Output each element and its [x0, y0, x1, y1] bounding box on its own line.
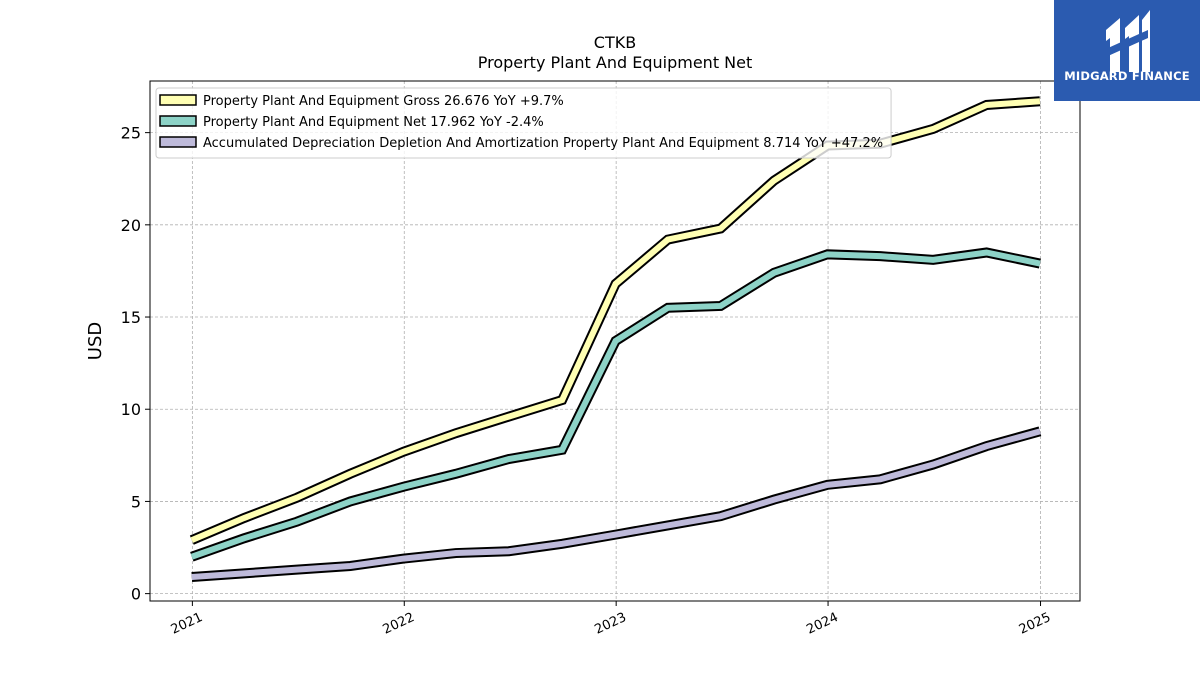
- legend: Property Plant And Equipment Gross 26.67…: [155, 87, 892, 159]
- chart-title: CTKB: [594, 33, 636, 52]
- legend-entry-label: Accumulated Depreciation Depletion And A…: [203, 136, 883, 151]
- legend-swatch: [159, 94, 197, 106]
- y-axis: 0 5 10 15 20 25: [121, 124, 150, 604]
- y-tick-label: 0: [131, 585, 141, 604]
- brand-logo: MIDGARD FINANCE: [1054, 0, 1200, 101]
- x-tick-label: 2021: [169, 610, 205, 638]
- y-tick-label: 15: [121, 308, 141, 327]
- y-axis-label: USD: [85, 322, 106, 360]
- y-tick-label: 10: [121, 400, 141, 419]
- x-tick-label: 2022: [381, 610, 417, 638]
- x-tick-label: 2024: [804, 610, 840, 638]
- legend-swatch: [159, 136, 197, 148]
- y-tick-label: 20: [121, 216, 141, 235]
- logo-mark-icon: [1106, 10, 1150, 72]
- series-layer: [189, 96, 1042, 583]
- legend-entry-label: Property Plant And Equipment Net 17.962 …: [203, 115, 544, 130]
- y-tick-label: 5: [131, 492, 141, 511]
- series-2-line: [190, 249, 1041, 560]
- plot-frame: [149, 80, 1081, 602]
- series-1-line: [190, 98, 1041, 543]
- legend-entry-label: Property Plant And Equipment Gross 26.67…: [203, 94, 564, 109]
- x-tick-label: 2023: [593, 610, 629, 638]
- legend-box: [155, 87, 892, 159]
- logo-text: MIDGARD FINANCE: [1064, 69, 1190, 83]
- series-3-line: [191, 428, 1041, 581]
- chart-subtitle: Property Plant And Equipment Net: [478, 53, 753, 72]
- x-tick-label: 2025: [1017, 610, 1053, 638]
- y-tick-label: 25: [121, 124, 141, 143]
- x-axis: 2021 2022 2023 2024 2025: [169, 601, 1053, 638]
- legend-swatch: [159, 115, 197, 127]
